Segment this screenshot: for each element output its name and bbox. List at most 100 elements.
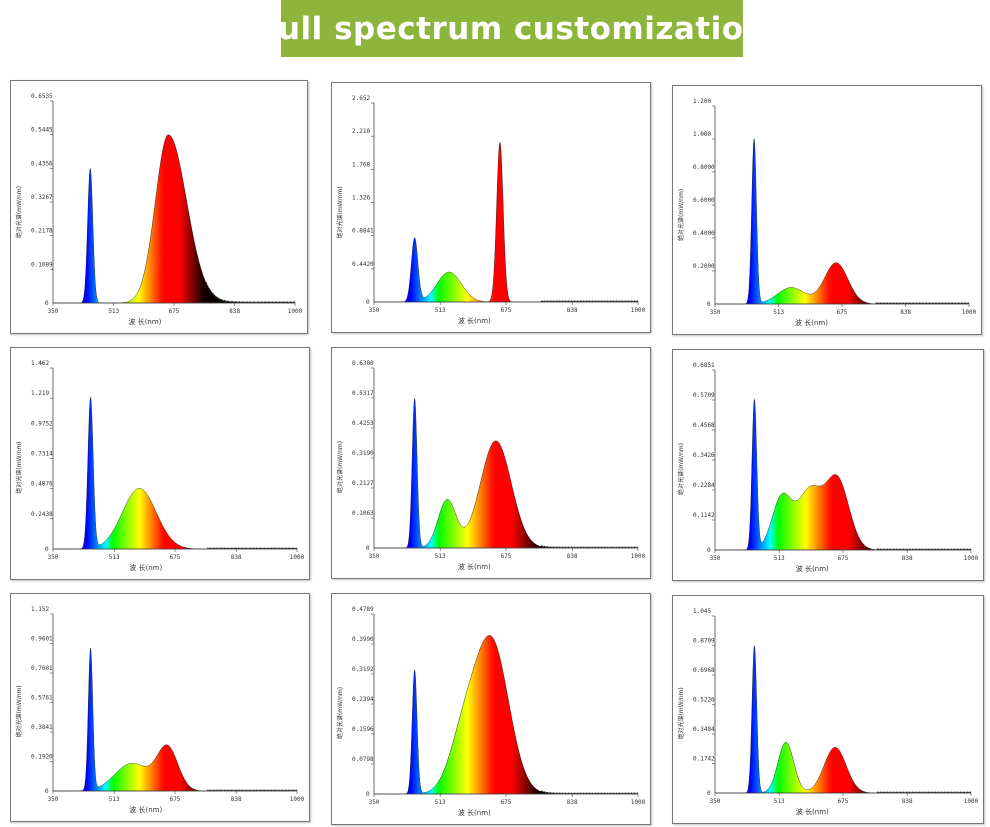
x-tick-label: 513 bbox=[109, 796, 120, 803]
x-tick-label: 838 bbox=[900, 309, 911, 316]
y-tick-label: 0.2438 bbox=[31, 511, 53, 518]
y-tick-label: 1.152 bbox=[31, 606, 49, 613]
y-tick-label: 0.6535 bbox=[31, 93, 53, 100]
x-tick-label: 350 bbox=[369, 553, 380, 560]
x-tick-label: 513 bbox=[435, 307, 446, 314]
x-axis-label: 波 长(nm) bbox=[129, 563, 162, 572]
y-tick-label: 0.3192 bbox=[352, 666, 374, 673]
y-tick-label: 0.3990 bbox=[352, 636, 374, 643]
x-tick-label: 513 bbox=[108, 308, 119, 315]
x-tick-label: 513 bbox=[773, 309, 784, 316]
spectrum-chart-3: 0.2000 0.4000 0.6000 0.8000 1.000 1.200 0 350 51… bbox=[672, 85, 982, 335]
y-tick-label: 1.219 bbox=[31, 390, 49, 397]
x-tick-label: 350 bbox=[48, 796, 59, 803]
spectrum-area bbox=[374, 141, 639, 303]
spectrum-area bbox=[53, 397, 298, 550]
y-tick-label: 0.6851 bbox=[693, 362, 715, 369]
x-axis-label: 波 长(nm) bbox=[458, 808, 491, 817]
y-tick-label: 0.1596 bbox=[352, 726, 374, 733]
spectrum-svg: 0.1063 0.2127 0.3190 0.4253 0.5317 0.6380 0350… bbox=[336, 360, 646, 571]
spectrum-area bbox=[374, 635, 639, 795]
y-tick-label: 1.326 bbox=[352, 195, 370, 202]
x-tick-label: 1000 bbox=[290, 554, 305, 561]
y-tick-label: 0 bbox=[707, 301, 711, 308]
y-axis-label: 绝对光谱(mW/nm) bbox=[677, 443, 685, 495]
spectrum-chart-2: 0.4420 0.8841 1.326 1.768 2.210 2.652 0 350 513 6… bbox=[331, 82, 651, 333]
x-tick-label: 838 bbox=[567, 799, 578, 806]
x-tick-label: 838 bbox=[231, 554, 242, 561]
y-tick-label: 0.1063 bbox=[352, 510, 374, 517]
spectrum-area bbox=[715, 138, 970, 305]
x-tick-label: 350 bbox=[369, 799, 380, 806]
x-tick-label: 675 bbox=[170, 796, 181, 803]
x-tick-label: 1000 bbox=[631, 307, 646, 314]
x-tick-label: 675 bbox=[501, 307, 512, 314]
x-tick-label: 838 bbox=[902, 798, 913, 805]
x-axis-label: 波 长(nm) bbox=[795, 318, 828, 327]
x-tick-label: 513 bbox=[435, 799, 446, 806]
y-tick-label: 0 bbox=[707, 547, 711, 554]
y-tick-label: 1.045 bbox=[693, 608, 711, 615]
spectrum-svg: 0.0798 0.1596 0.2394 0.3192 0.3990 0.4789 0350… bbox=[336, 606, 646, 817]
spectrum-area bbox=[715, 399, 972, 551]
spectrum-chart-8: 0.0798 0.1596 0.2394 0.3192 0.3990 0.4789 0 350… bbox=[331, 593, 651, 825]
x-tick-label: 675 bbox=[837, 309, 848, 316]
title-banner: Full spectrum customization bbox=[258, 0, 766, 57]
y-tick-label: 0 bbox=[45, 300, 49, 307]
spectrum-chart-6: 0.1142 0.2284 0.3426 0.4568 0.5709 0.6851 0 350… bbox=[672, 349, 984, 581]
x-tick-label: 350 bbox=[48, 554, 59, 561]
y-tick-label: 0 bbox=[45, 788, 49, 795]
x-axis-label: 波 长(nm) bbox=[458, 316, 491, 325]
y-tick-label: 0.2178 bbox=[31, 228, 53, 235]
y-tick-label: 0.5226 bbox=[693, 697, 715, 704]
x-tick-label: 675 bbox=[501, 553, 512, 560]
spectrum-svg: 0.1142 0.2284 0.3426 0.4568 0.5709 0.6851 0350… bbox=[677, 362, 979, 573]
spectrum-chart-9: 0.1742 0.3484 0.5226 0.6968 0.8709 1.045 0 350 5… bbox=[672, 595, 984, 824]
x-tick-label: 350 bbox=[710, 309, 721, 316]
y-tick-label: 0.7681 bbox=[31, 665, 53, 672]
y-tick-label: 0.4876 bbox=[31, 481, 53, 488]
y-tick-label: 0.4789 bbox=[352, 606, 374, 613]
x-tick-label: 513 bbox=[774, 798, 785, 805]
y-tick-label: 0 bbox=[366, 791, 370, 798]
y-tick-label: 1.462 bbox=[31, 360, 49, 367]
y-tick-label: 0.1742 bbox=[693, 756, 715, 763]
page-title: Full spectrum customization bbox=[257, 10, 767, 47]
spectrum-svg: 0.1089 0.2178 0.3267 0.4356 0.5445 0.6535 0350… bbox=[15, 93, 303, 326]
spectrum-chart-4: 0.2438 0.4876 0.7314 0.9752 1.219 1.462 0 350 51… bbox=[10, 347, 310, 580]
x-axis-label: 波 长(nm) bbox=[129, 805, 162, 814]
x-axis-label: 波 长(nm) bbox=[796, 807, 829, 816]
y-tick-label: 0.3484 bbox=[693, 726, 715, 733]
x-tick-label: 350 bbox=[710, 555, 721, 562]
y-tick-label: 0.5761 bbox=[31, 695, 53, 702]
x-tick-label: 675 bbox=[501, 799, 512, 806]
y-axis-label: 绝对光谱(mW/nm) bbox=[15, 685, 23, 737]
spectrum-chart-5: 0.1063 0.2127 0.3190 0.4253 0.5317 0.6380 0 350… bbox=[331, 347, 651, 579]
x-tick-label: 1000 bbox=[631, 553, 646, 560]
x-tick-label: 1000 bbox=[962, 309, 977, 316]
x-tick-label: 838 bbox=[567, 553, 578, 560]
y-tick-label: 0.7314 bbox=[31, 451, 53, 458]
y-tick-label: 1.000 bbox=[693, 131, 711, 138]
y-tick-label: 1.768 bbox=[352, 161, 370, 168]
spectrum-chart-1: 0.1089 0.2178 0.3267 0.4356 0.5445 0.6535 0 350… bbox=[10, 80, 308, 334]
x-tick-label: 350 bbox=[48, 308, 59, 315]
y-tick-label: 0.6968 bbox=[693, 667, 715, 674]
y-tick-label: 0.6000 bbox=[693, 197, 715, 204]
y-axis-label: 绝对光谱(mW/nm) bbox=[15, 441, 23, 493]
x-tick-label: 675 bbox=[838, 798, 849, 805]
x-tick-label: 675 bbox=[169, 308, 180, 315]
x-tick-label: 675 bbox=[170, 554, 181, 561]
y-tick-label: 0.1089 bbox=[31, 261, 53, 268]
y-tick-label: 0.2127 bbox=[352, 480, 374, 487]
y-tick-label: 0.3267 bbox=[31, 194, 53, 201]
y-tick-label: 0.8000 bbox=[693, 164, 715, 171]
spectrum-chart-7: 0.1920 0.3841 0.5761 0.7681 0.9601 1.152 0 350 5… bbox=[10, 593, 310, 822]
y-tick-label: 0.4420 bbox=[352, 261, 374, 268]
x-tick-label: 350 bbox=[710, 798, 721, 805]
x-tick-label: 838 bbox=[231, 796, 242, 803]
